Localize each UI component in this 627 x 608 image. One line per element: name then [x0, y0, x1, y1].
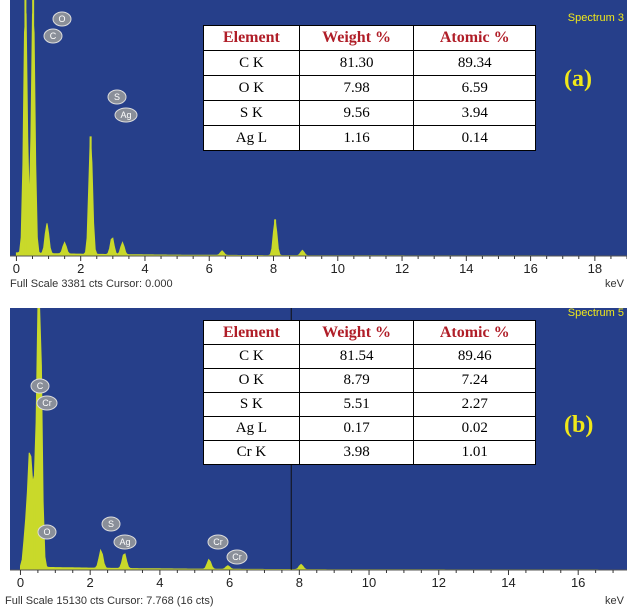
x-tick-label: 4 [141, 261, 148, 276]
peak-badge-ag-b: Ag [113, 534, 137, 550]
cell-weight: 81.54 [298, 344, 415, 369]
peak-badge-ag-a: Ag [114, 107, 138, 123]
table-row: O K 7.98 6.59 [203, 75, 536, 101]
table-row: Ag L 1.16 0.14 [203, 125, 536, 151]
cell-atomic: 0.02 [413, 416, 536, 441]
svg-text:Ag: Ag [120, 110, 131, 120]
x-tick-label: 2 [77, 261, 84, 276]
footer-scale-b: Full Scale 15130 cts Cursor: 7.768 (16 c… [5, 595, 213, 607]
svg-text:S: S [114, 92, 120, 102]
svg-text:O: O [58, 14, 65, 24]
x-tick-label: 0 [13, 261, 20, 276]
x-tick-label: 10 [331, 261, 345, 276]
svg-text:C: C [50, 31, 57, 41]
cell-weight: 0.17 [298, 416, 415, 441]
header-weight: Weight % [298, 320, 415, 345]
x-tick-label: 4 [156, 575, 163, 590]
peak-badge-s-b: S [101, 516, 121, 532]
cell-weight: 81.30 [298, 50, 415, 76]
cell-atomic: 3.94 [413, 100, 536, 126]
cell-atomic: 89.34 [413, 50, 536, 76]
svg-text:Cr: Cr [232, 552, 242, 562]
header-weight: Weight % [298, 25, 415, 51]
x-tick-label: 6 [206, 261, 213, 276]
cell-atomic: 2.27 [413, 392, 536, 417]
peak-badge-s-a: S [107, 89, 127, 105]
cell-weight: 9.56 [298, 100, 415, 126]
panel-letter-b: (b) [564, 412, 593, 438]
cell-element: C K [203, 50, 300, 76]
svg-text:Cr: Cr [213, 537, 223, 547]
x-tick-label: 14 [501, 575, 515, 590]
spectrum-panel-a: 0 2 4 6 8 10 12 14 16 18 Spectrum 3 (a) O C S Ag … [0, 0, 627, 300]
peak-badge-o-b: O [37, 524, 57, 540]
peak-badge-o-a: O [52, 11, 72, 27]
cell-element: Ag L [203, 416, 300, 441]
table-row: C K 81.54 89.46 [203, 344, 536, 369]
x-tick-label: 10 [362, 575, 376, 590]
x-tick-label: 16 [571, 575, 585, 590]
x-tick-label: 2 [87, 575, 94, 590]
x-tick-label: 6 [226, 575, 233, 590]
cell-element: S K [203, 100, 300, 126]
svg-text:Ag: Ag [119, 537, 130, 547]
table-header-row: Element Weight % Atomic % [203, 320, 536, 345]
cell-weight: 1.16 [298, 125, 415, 151]
cell-element: Cr K [203, 440, 300, 465]
header-atomic: Atomic % [413, 320, 536, 345]
cell-atomic: 7.24 [413, 368, 536, 393]
table-header-row: Element Weight % Atomic % [203, 25, 536, 51]
panel-letter-a: (a) [564, 66, 592, 92]
x-unit-a: keV [605, 278, 625, 290]
cell-element: S K [203, 392, 300, 417]
x-tick-label: 12 [395, 261, 409, 276]
peak-badge-c-b: C [30, 378, 50, 394]
x-tick-label: 8 [296, 575, 303, 590]
x-tick-label: 12 [432, 575, 446, 590]
cell-atomic: 89.46 [413, 344, 536, 369]
svg-text:S: S [108, 519, 114, 529]
svg-text:Cr: Cr [42, 398, 52, 408]
x-tick-label: 18 [588, 261, 602, 276]
peak-badge-cr-b: Cr [36, 395, 58, 411]
peak-badge-c-a: C [43, 28, 63, 44]
cell-element: O K [203, 75, 300, 101]
spectrum-label-b: Spectrum 5 [568, 308, 624, 319]
table-row: C K 81.30 89.34 [203, 50, 536, 76]
spectrum-panel-b: 0 2 4 6 8 10 12 14 16 Spectrum 5 (b) C Cr O S Ag… [0, 308, 627, 608]
table-row: Ag L 0.17 0.02 [203, 416, 536, 441]
cell-weight: 8.79 [298, 368, 415, 393]
peak-badge-cr-b-3: Cr [226, 549, 248, 565]
header-atomic: Atomic % [413, 25, 536, 51]
cell-atomic: 6.59 [413, 75, 536, 101]
svg-text:C: C [37, 381, 44, 391]
x-tick-label: 14 [459, 261, 473, 276]
x-tick-label: 0 [17, 575, 24, 590]
cell-weight: 5.51 [298, 392, 415, 417]
cell-weight: 7.98 [298, 75, 415, 101]
cell-atomic: 1.01 [413, 440, 536, 465]
cell-atomic: 0.14 [413, 125, 536, 151]
x-tick-label: 8 [270, 261, 277, 276]
composition-table-a: Element Weight % Atomic % C K 81.30 89.3… [203, 25, 536, 151]
x-unit-b: keV [605, 595, 625, 607]
composition-table-b: Element Weight % Atomic % C K 81.54 89.4… [203, 320, 536, 465]
cell-element: C K [203, 344, 300, 369]
table-row: S K 5.51 2.27 [203, 392, 536, 417]
x-tick-label: 16 [523, 261, 537, 276]
spectrum-label-a: Spectrum 3 [568, 12, 624, 24]
cell-element: O K [203, 368, 300, 393]
x-ticks-a: 0 2 4 6 8 10 12 14 16 18 [13, 256, 627, 276]
x-ticks-b: 0 2 4 6 8 10 12 14 16 [17, 570, 614, 590]
svg-text:O: O [43, 527, 50, 537]
footer-scale-a: Full Scale 3381 cts Cursor: 0.000 [10, 278, 173, 290]
peak-badge-cr-b-2: Cr [207, 534, 229, 550]
header-element: Element [203, 320, 300, 345]
cell-weight: 3.98 [298, 440, 415, 465]
table-row: O K 8.79 7.24 [203, 368, 536, 393]
cell-element: Ag L [203, 125, 300, 151]
table-row: Cr K 3.98 1.01 [203, 440, 536, 465]
table-row: S K 9.56 3.94 [203, 100, 536, 126]
header-element: Element [203, 25, 300, 51]
